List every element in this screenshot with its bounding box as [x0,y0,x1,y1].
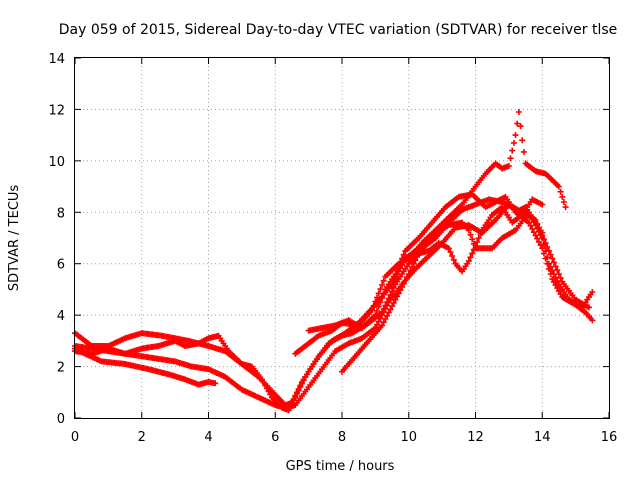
x-tick-label: 14 [534,430,551,445]
series-track-5 [292,109,569,357]
series-track-3 [72,209,596,414]
y-tick-label: 4 [57,309,65,324]
series-markers [305,191,546,334]
x-tick-label: 0 [71,430,79,445]
y-tick-label: 12 [48,103,65,118]
x-axis-title: GPS time / hours [286,459,395,474]
y-tick-label: 6 [57,258,65,273]
y-tick-label: 10 [48,155,65,170]
series-markers [339,196,546,375]
x-tick-label: 12 [467,430,484,445]
y-tick-label: 2 [57,361,65,376]
x-tick-label: 2 [138,430,146,445]
series-markers [292,109,569,357]
data-series [72,109,596,414]
series-track-7 [339,196,546,375]
axis-ticks: 0 2 4 6 8 10 12 14 16 0 2 4 6 8 10 12 14 [48,52,617,445]
y-tick-label: 14 [48,52,65,67]
y-tick-label: 8 [57,206,65,221]
series-track-6 [305,191,546,334]
y-tick-label: 0 [57,412,65,427]
series-markers [72,209,596,414]
plot-frame [74,57,610,419]
grid [75,58,609,418]
x-tick-label: 10 [400,430,417,445]
x-tick-label: 4 [204,430,212,445]
chart-title: Day 059 of 2015, Sidereal Day-to-day VTE… [59,22,618,38]
x-tick-label: 8 [338,430,346,445]
x-tick-label: 16 [601,430,618,445]
y-axis-title: SDTVAR / TECUs [7,185,22,292]
x-tick-label: 6 [271,430,279,445]
